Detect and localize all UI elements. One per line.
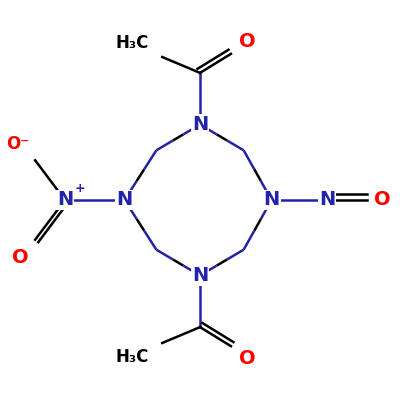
Text: O⁻: O⁻ xyxy=(6,135,30,153)
Text: N: N xyxy=(319,190,335,210)
Text: O: O xyxy=(374,190,391,210)
Text: N: N xyxy=(263,190,280,210)
Text: N: N xyxy=(192,266,208,285)
Text: H₃C: H₃C xyxy=(116,34,149,52)
Text: N: N xyxy=(192,115,208,134)
Text: N: N xyxy=(116,190,133,210)
Text: H₃C: H₃C xyxy=(116,348,149,366)
Text: O: O xyxy=(12,248,29,267)
Text: +: + xyxy=(75,182,85,195)
Text: N: N xyxy=(57,190,73,210)
Text: O: O xyxy=(238,349,255,368)
Text: O: O xyxy=(238,32,255,51)
